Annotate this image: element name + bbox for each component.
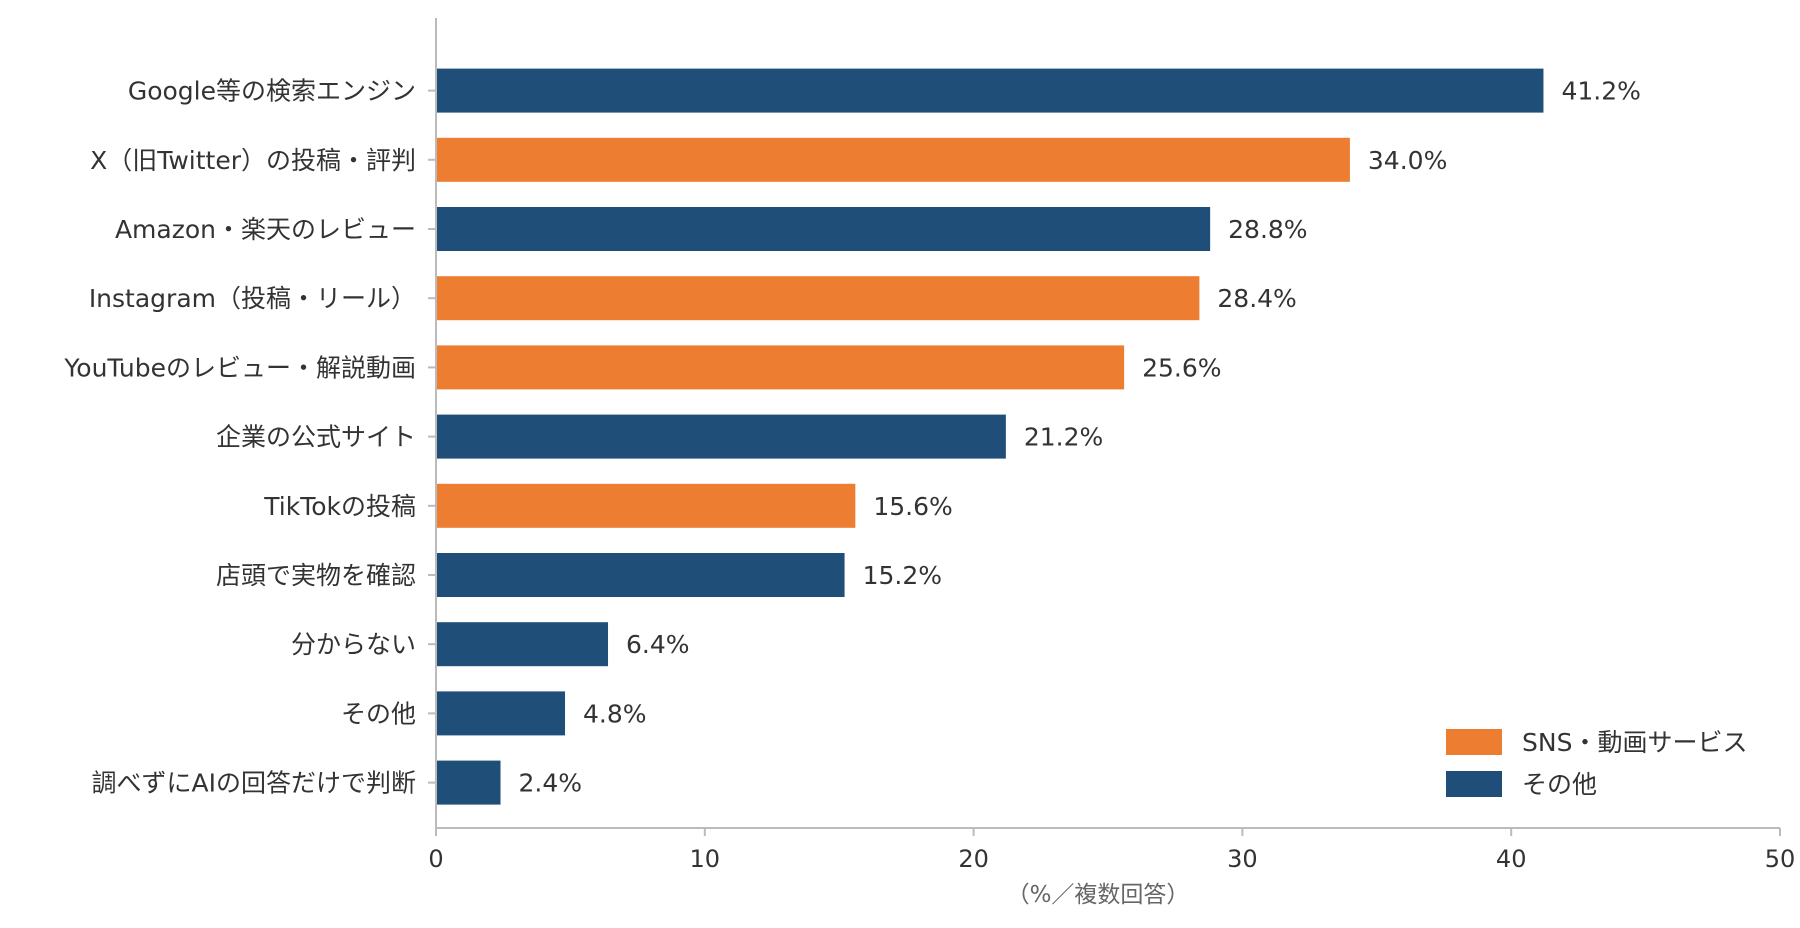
category-label: その他 <box>341 699 416 728</box>
value-label: 41.2% <box>1561 77 1640 106</box>
legend-swatch <box>1446 729 1502 755</box>
category-label: 分からない <box>291 630 416 659</box>
value-label: 4.8% <box>583 699 647 728</box>
x-tick-label: 10 <box>690 845 721 873</box>
legend-label: SNS・動画サービス <box>1522 728 1747 757</box>
legend-label: その他 <box>1522 770 1597 799</box>
x-tick-label: 30 <box>1227 845 1258 873</box>
category-label: Google等の検索エンジン <box>128 77 416 106</box>
category-label: X（旧Twitter）の投稿・評判 <box>90 146 416 175</box>
bar <box>436 137 1350 182</box>
bar <box>436 276 1200 321</box>
bar <box>436 483 856 528</box>
bar <box>436 414 1006 459</box>
category-label: Amazon・楽天のレビュー <box>115 215 416 244</box>
bar <box>436 760 501 805</box>
value-label: 21.2% <box>1024 423 1103 452</box>
category-label: 店頭で実物を確認 <box>216 561 416 590</box>
category-label: YouTubeのレビュー・解説動画 <box>63 353 416 382</box>
category-label: Instagram（投稿・リール） <box>89 284 416 313</box>
x-axis-ticks: 0 10 20 30 40 50 <box>428 828 1795 873</box>
value-label: 28.8% <box>1228 215 1307 244</box>
category-label: 企業の公式サイト <box>216 423 416 452</box>
value-label: 2.4% <box>519 769 583 798</box>
x-axis-title: （%／複数回答） <box>1007 882 1190 908</box>
value-label: 34.0% <box>1368 146 1447 175</box>
bar <box>436 622 609 667</box>
bar <box>436 345 1125 390</box>
value-label: 25.6% <box>1142 353 1221 382</box>
value-label: 15.2% <box>863 561 942 590</box>
category-label: TikTokの投稿 <box>263 492 416 521</box>
x-tick-label: 40 <box>1496 845 1527 873</box>
x-tick-label: 0 <box>428 845 443 873</box>
value-labels: 41.2% 34.0% 28.8% 28.4% 25.6% 21.2% 15.6% 15.2%… <box>519 77 1641 798</box>
bar <box>436 691 566 736</box>
value-label: 6.4% <box>626 630 690 659</box>
bar <box>436 68 1544 113</box>
x-tick-label: 50 <box>1765 845 1796 873</box>
bar <box>436 553 845 597</box>
category-label: 調べずにAIの回答だけで判断 <box>92 769 416 798</box>
bars-group <box>436 68 1544 805</box>
legend-swatch <box>1446 771 1502 797</box>
category-labels: Google等の検索エンジン X（旧Twitter）の投稿・評判 Amazon・楽天… <box>63 77 436 798</box>
bar <box>436 207 1211 251</box>
value-label: 15.6% <box>873 492 952 521</box>
x-tick-label: 20 <box>958 845 989 873</box>
value-label: 28.4% <box>1217 284 1296 313</box>
